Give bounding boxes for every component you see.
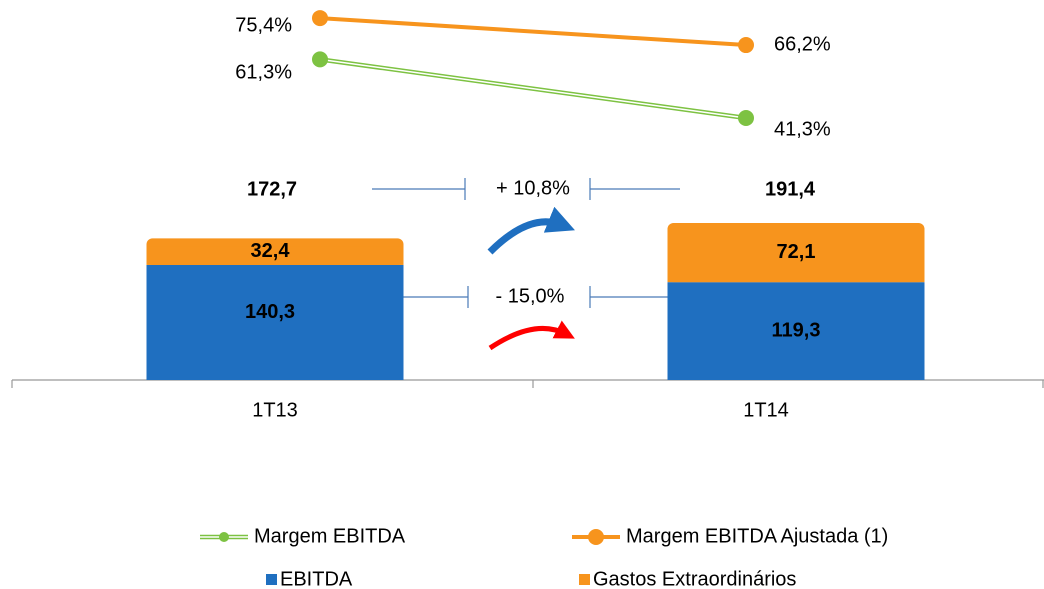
- line-point: [738, 37, 754, 54]
- line-label: 75,4%: [235, 14, 292, 36]
- bar-segment-fill: [146, 246, 404, 265]
- total-label: 191,4: [765, 178, 816, 200]
- x-tick-label: 1T13: [252, 399, 298, 421]
- decline-arrow: [488, 320, 575, 351]
- legend-label: Gastos Extraordinários: [593, 568, 796, 589]
- bar-segment-fill: [667, 231, 925, 283]
- legend-marker: [219, 532, 229, 542]
- growth-arrow: [487, 206, 575, 255]
- legend-label: Margem EBITDA Ajustada (1): [626, 525, 888, 547]
- line-point: [312, 51, 328, 68]
- line-label: 41,3%: [774, 118, 831, 140]
- segment-label: 119,3: [772, 319, 821, 341]
- annotation: - 15,0%: [496, 285, 565, 307]
- line-inner: [319, 58, 747, 119]
- legend-marker: [588, 529, 604, 545]
- segment-label: 72,1: [777, 241, 816, 263]
- segment-label: 32,4: [251, 240, 291, 262]
- bar-segment: [146, 264, 404, 380]
- line-point: [312, 10, 328, 27]
- line-point: [738, 109, 754, 126]
- legend-label: Margem EBITDA: [254, 525, 406, 547]
- annotation: + 10,8%: [496, 177, 570, 199]
- total-label: 172,7: [247, 178, 297, 200]
- legend-swatch: [266, 574, 277, 585]
- line-label: 61,3%: [235, 62, 292, 84]
- segment-label: 140,3: [245, 301, 295, 323]
- line: [319, 16, 747, 48]
- bar-segment: [667, 282, 925, 380]
- legend-swatch: [579, 574, 590, 585]
- legend-label: EBITDA: [280, 568, 353, 589]
- line-label: 66,2%: [774, 33, 831, 55]
- x-tick-label: 1T14: [743, 399, 789, 421]
- x-axis: [11, 379, 1044, 388]
